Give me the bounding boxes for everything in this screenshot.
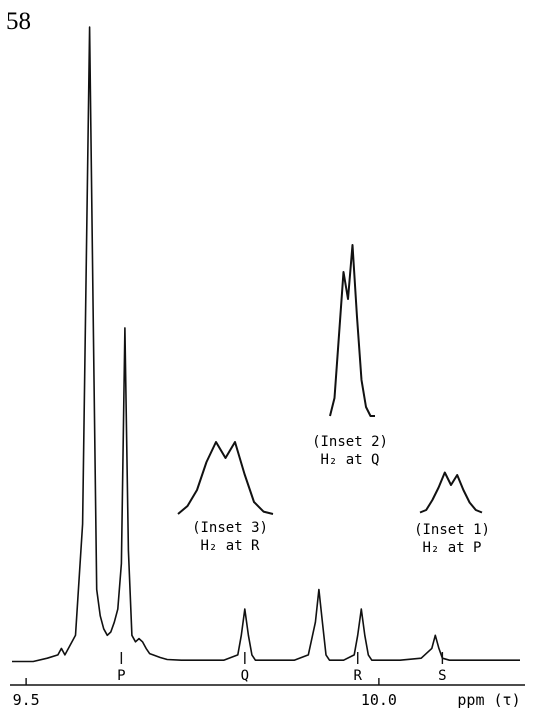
inset-3-sublabel: H₂ at R [200,538,260,554]
marker-label-r: R [354,668,363,684]
inset-3: (Inset 3) H₂ at R [177,441,274,554]
marker-label-q: Q [241,668,249,684]
marker-label-p: P [117,668,125,684]
inset-1-label: (Inset 1) [414,522,490,538]
inset-2-sublabel: H₂ at Q [320,452,379,468]
x-tick-label: 10.0 [361,691,397,709]
marker-label-s: S [438,668,446,684]
inset-3-trace [177,441,274,515]
inset-1-sublabel: H₂ at P [422,540,481,556]
peak-markers: P Q R S [117,652,447,684]
inset-2: (Inset 2) H₂ at Q [312,244,388,468]
spectrum [12,26,520,663]
inset-2-trace [329,244,375,417]
insets: (Inset 1) H₂ at P (Inset 2) H₂ at Q (Inset 3… [177,244,490,556]
x-tick-label: 9.5 [13,691,40,709]
inset-1: (Inset 1) H₂ at P [414,471,490,556]
inset-2-label: (Inset 2) [312,434,388,450]
x-axis: 9.5 10.0 [10,678,525,709]
inset-3-label: (Inset 3) [192,520,268,536]
inset-1-trace [419,471,483,514]
x-axis-label: ppm (τ) [457,691,520,709]
spectrum-line [12,26,520,663]
page-number: 58 [6,8,31,35]
